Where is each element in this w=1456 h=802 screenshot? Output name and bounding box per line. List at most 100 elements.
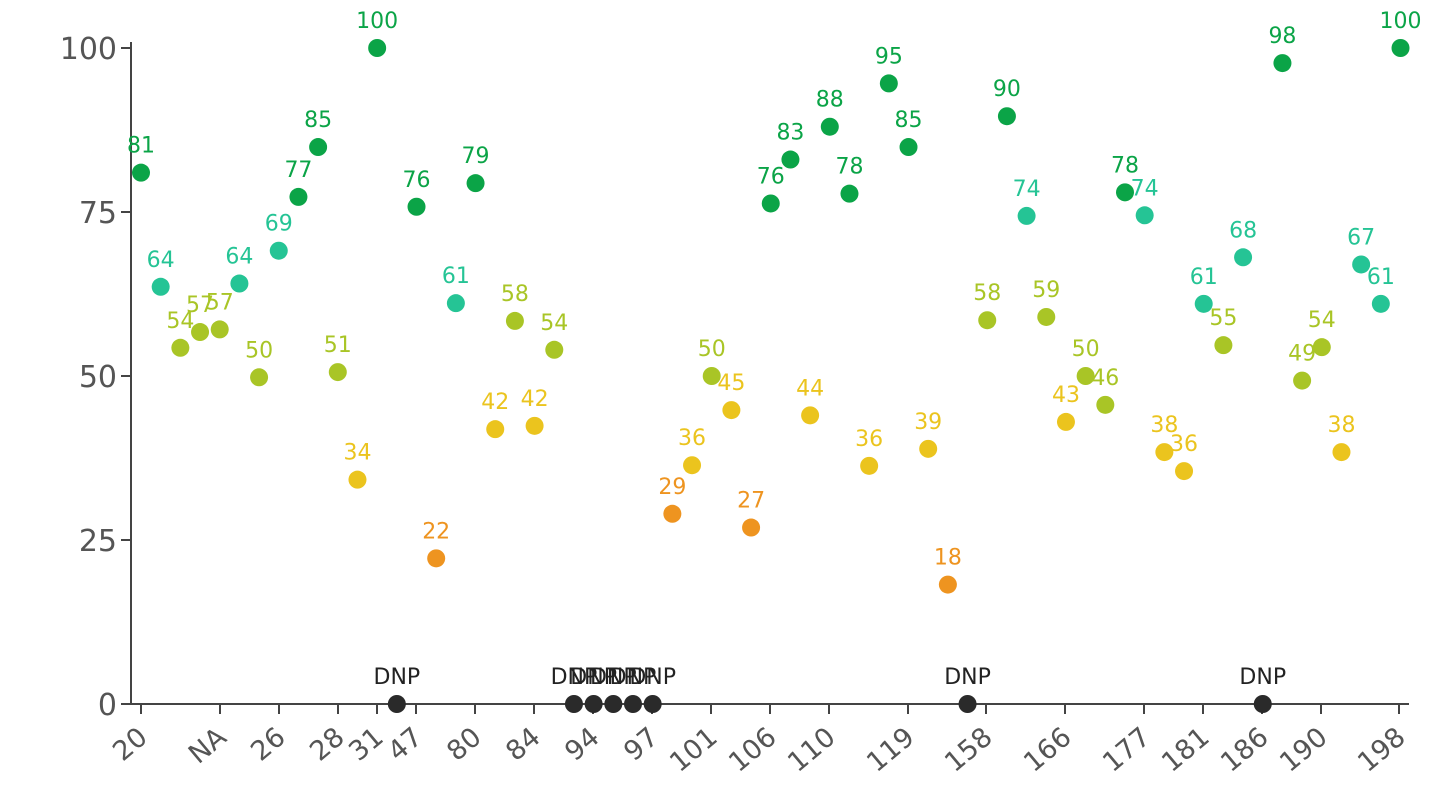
data-label: 50	[1072, 337, 1100, 362]
data-label: 76	[403, 168, 431, 193]
data-label: 50	[698, 337, 726, 362]
data-label: 29	[658, 475, 686, 500]
data-label: 95	[875, 44, 903, 69]
data-label: 36	[678, 426, 706, 451]
data-point	[427, 549, 446, 568]
data-point	[1234, 248, 1253, 267]
data-label: 36	[855, 427, 883, 452]
data-label: 27	[737, 489, 765, 514]
x-tick-label: 190	[1274, 722, 1333, 779]
dnp-label: DNP	[551, 665, 598, 690]
data-point	[1056, 412, 1075, 431]
data-label: 51	[324, 333, 352, 358]
dnp-point	[1253, 695, 1272, 713]
data-point	[899, 138, 918, 157]
data-label: 78	[835, 155, 863, 180]
dnp-label: DNP	[1239, 665, 1286, 690]
data-point	[820, 117, 839, 136]
data-point	[1096, 395, 1115, 414]
data-label: 74	[1131, 176, 1159, 201]
data-point	[466, 174, 485, 193]
data-point	[938, 575, 957, 594]
data-label: 58	[973, 281, 1001, 306]
data-point	[722, 401, 741, 420]
data-point	[1332, 443, 1351, 462]
x-tick-label: 186	[1215, 722, 1274, 779]
data-point	[250, 368, 269, 387]
data-label: 61	[1367, 265, 1395, 290]
data-label: 100	[1380, 9, 1422, 34]
data-label: 42	[481, 390, 509, 415]
data-label: 55	[1209, 306, 1237, 331]
data-point	[1352, 255, 1371, 274]
data-point	[663, 504, 682, 523]
data-point	[171, 338, 190, 357]
dnp-point	[604, 695, 623, 713]
data-point	[860, 456, 879, 475]
y-tick-label: 25	[79, 524, 117, 559]
data-label: 83	[776, 121, 804, 146]
data-label: 38	[1327, 413, 1355, 438]
data-point	[702, 367, 721, 385]
data-label: 54	[166, 309, 194, 334]
x-tick-label: 47	[382, 722, 428, 768]
data-point	[978, 311, 997, 330]
data-label: 98	[1268, 24, 1296, 49]
x-tick-label: 26	[245, 722, 291, 768]
points-layer: 816454575764506977855134100DNP7622617942…	[127, 9, 1422, 713]
data-point	[1214, 336, 1233, 355]
data-point	[801, 406, 820, 425]
x-tick-label: 94	[559, 722, 605, 768]
dnp-label: DNP	[629, 665, 676, 690]
dnp-point	[387, 695, 406, 713]
y-tick-label: 100	[60, 32, 117, 67]
data-label: 61	[442, 264, 470, 289]
x-tick-label: 97	[618, 722, 664, 768]
data-point	[761, 194, 780, 213]
dnp-point	[624, 695, 642, 713]
data-point	[1312, 338, 1331, 357]
data-label: 50	[245, 338, 273, 363]
data-label: 54	[1308, 308, 1336, 333]
data-point	[407, 197, 426, 216]
data-point	[132, 163, 150, 182]
data-label: 22	[422, 519, 450, 544]
data-label: 54	[540, 311, 568, 336]
data-label: 57	[186, 293, 214, 318]
data-point	[742, 518, 761, 537]
data-point	[505, 311, 524, 330]
data-point	[210, 320, 229, 339]
data-point	[191, 323, 210, 342]
data-point	[1371, 294, 1390, 313]
data-label: 42	[521, 387, 549, 412]
dnp-point	[564, 695, 583, 713]
dnp-point	[584, 695, 603, 713]
data-label: 79	[462, 144, 490, 169]
data-label: 88	[816, 88, 844, 113]
y-tick-label: 0	[98, 688, 117, 723]
x-tick-label: NA	[183, 721, 233, 770]
x-tick-label: 158	[939, 722, 998, 779]
data-label: 78	[1111, 153, 1139, 178]
data-label: 43	[1052, 383, 1080, 408]
dnp-label: DNP	[590, 665, 637, 690]
data-point	[1135, 206, 1154, 225]
y-tick-label: 75	[79, 196, 117, 231]
data-label: 58	[501, 282, 529, 307]
data-label: 34	[343, 441, 371, 466]
data-point	[1391, 39, 1410, 57]
data-label: 85	[895, 108, 923, 133]
x-tick-label: 119	[861, 722, 920, 779]
x-tick-label: 166	[1018, 722, 1077, 779]
data-point	[879, 74, 898, 93]
x-tick-label: 80	[441, 722, 487, 768]
dnp-label: DNP	[570, 665, 617, 690]
data-point	[289, 187, 308, 206]
dnp-label: DNP	[610, 665, 657, 690]
data-point	[368, 39, 387, 57]
data-point	[781, 150, 800, 169]
data-label: 45	[717, 371, 745, 396]
data-point	[230, 274, 249, 293]
data-point	[309, 138, 328, 157]
